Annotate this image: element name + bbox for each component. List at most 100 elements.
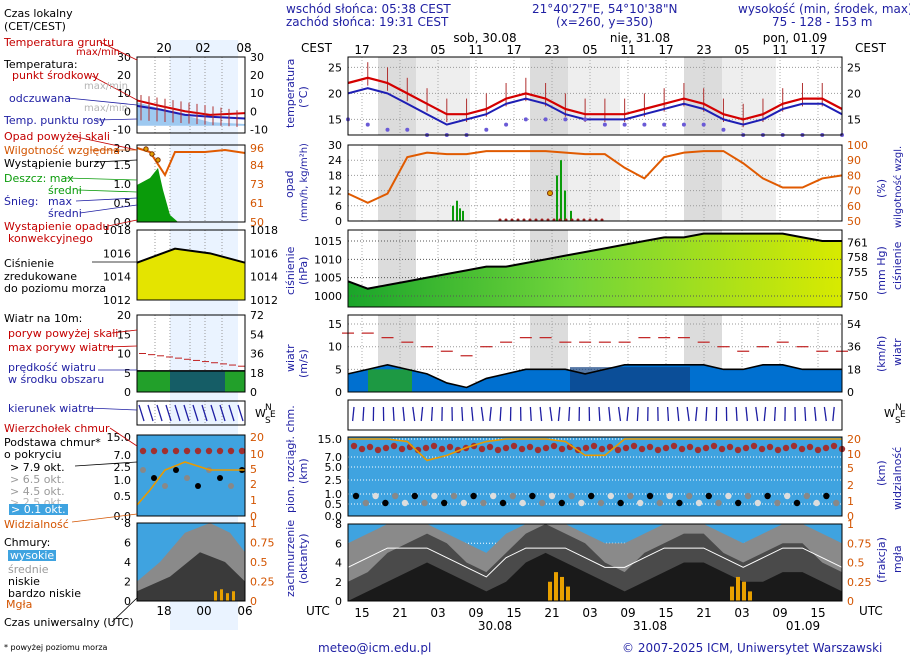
small-cover-tick: 0: [124, 595, 131, 608]
cloud-base-dot: [568, 492, 575, 500]
cloud-base-dot: [637, 499, 644, 507]
rain-bar: [452, 205, 454, 221]
small-fog-tick: 0.5: [250, 556, 268, 569]
cloud-tick: 2.5: [325, 474, 343, 487]
cest-tick: 11: [468, 43, 483, 57]
legend-pressure-3: do poziomu morza: [4, 282, 107, 295]
cloud-base-dot: [509, 492, 516, 500]
wind-arrow: [626, 406, 630, 422]
cest-tick: 05: [734, 43, 749, 57]
legend-leader-line: [94, 159, 138, 163]
vis-tick: 0: [847, 510, 854, 523]
humidity-tick: 80: [847, 169, 861, 182]
small-precip-tick: 0.0: [114, 216, 132, 229]
small-temp-tick: 30: [117, 51, 131, 64]
small-wind-arrow: [210, 404, 217, 422]
day-label-utc: 01.09: [786, 619, 820, 633]
fog-bar: [548, 581, 552, 601]
rain-bar: [456, 200, 458, 221]
temp-line: [347, 76, 843, 121]
high-cloud-line: [347, 547, 843, 578]
small-wind-tick: 20: [117, 309, 131, 322]
storm-marker: [547, 190, 553, 197]
wind-arrow: [823, 406, 827, 422]
cloud-top-dot: [398, 445, 406, 453]
pressure-tick: 1015: [314, 235, 342, 248]
cloud-top-dot: [582, 444, 590, 452]
cloud-base-dot: [774, 499, 781, 507]
rain-bar: [556, 175, 558, 221]
wind-arrow: [832, 406, 835, 422]
small-cloud-base-dot: [217, 475, 223, 481]
dew-point: [405, 127, 410, 132]
day-label: nie, 31.08: [610, 31, 670, 45]
legend-okt45: > 4.5 okt.: [10, 485, 65, 498]
temp-axis-title: temperatura: [284, 59, 297, 128]
legend-visibility: Widzialność: [4, 518, 69, 531]
wind-arrow: [549, 406, 553, 422]
small-wind-dark: [170, 370, 225, 392]
legend-temp-maxmin: max/min: [84, 81, 129, 92]
small-pressure-line: [136, 247, 246, 264]
cloud-top-dot: [414, 446, 422, 454]
cloud-top-dot: [550, 442, 558, 450]
cloud-top-dot: [510, 442, 518, 450]
cloud-top-dot: [422, 444, 430, 452]
footer-email[interactable]: meteo@icm.edu.pl: [318, 641, 432, 655]
night-band: [378, 145, 416, 221]
legend-utc: Czas uniwersalny (UTC): [4, 616, 134, 629]
cloud-base-dot: [470, 492, 477, 500]
legend-leader-line: [79, 204, 138, 214]
wind-arrow: [804, 406, 807, 422]
fog-tick: 0.5: [847, 557, 865, 570]
cloud-top-dot: [446, 443, 454, 451]
cest-tick: 23: [544, 43, 559, 57]
legend-okt65: > 6.5 okt.: [10, 473, 65, 486]
utc-tick: 21: [392, 606, 407, 620]
cloud-base-dot: [499, 499, 507, 507]
wind-arrow: [735, 406, 738, 422]
legend-leader-line: [71, 135, 138, 151]
cest-tick: 05: [430, 43, 445, 57]
small-cover-tick: 6: [124, 537, 131, 550]
wind-arrow: [529, 406, 532, 422]
fog-tick: 0.25: [847, 576, 872, 589]
small-wind-tick: 0: [124, 386, 131, 399]
dew-point: [602, 122, 607, 127]
wind-arrow: [489, 406, 492, 422]
coords-text: 21°40'27"E, 54°10'38"N: [532, 2, 678, 16]
small-dew-fill: [137, 102, 245, 126]
wind-arrow: [598, 406, 601, 422]
cloud-top-dot: [806, 443, 814, 451]
small-cloud-base-dot: [140, 467, 146, 473]
small-precip-tick: 1.0: [114, 178, 132, 191]
small-press-tick: 1016: [103, 247, 131, 260]
cloud-top-dot: [526, 443, 534, 451]
cloud-top-dot: [534, 446, 542, 454]
wind-arrow: [480, 406, 484, 422]
small-cloud-base-dot: [195, 483, 201, 489]
day-label-utc: 31.08: [633, 619, 667, 633]
day-label-utc: 30.08: [478, 619, 512, 633]
small-wind-tick: 5: [124, 367, 131, 380]
small-cover-tick: 2: [124, 576, 131, 589]
label-utc-right: UTC: [859, 604, 883, 618]
small-cloud-base-dot: [228, 483, 234, 489]
legend-dew: Temp. punktu rosy: [4, 114, 106, 127]
wind-axis-unit: (m/s): [297, 349, 310, 378]
cest-tick: 23: [392, 43, 407, 57]
legend-cloud-top: Wierzchołek chmur: [4, 422, 110, 435]
small-wind-kmh-tick: 54: [250, 328, 264, 341]
cloud-top-dot: [478, 445, 486, 453]
cloud-base-dot: [401, 499, 409, 507]
utc-tick: 03: [582, 606, 597, 620]
small-temp-tick-r: 10: [250, 87, 264, 100]
cloud-base-dot: [676, 499, 683, 507]
cloud-base-dot: [725, 492, 732, 500]
pressure-tick: 1010: [314, 253, 342, 266]
cloud-base-dot: [705, 492, 712, 500]
wind-arrow: [666, 406, 670, 422]
small-temp-tick: -10: [113, 123, 131, 136]
cover-tick: 4: [335, 557, 342, 570]
legend-leader-line: [87, 407, 138, 411]
